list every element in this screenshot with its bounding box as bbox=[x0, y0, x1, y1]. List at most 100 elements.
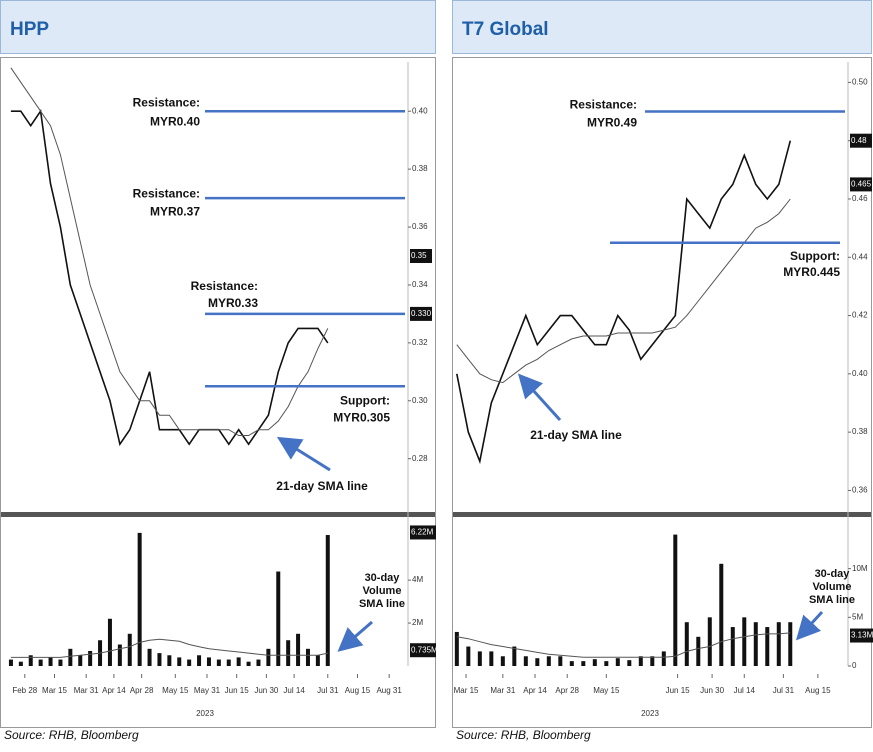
volume-bar bbox=[197, 655, 202, 666]
volume-bar bbox=[48, 657, 53, 666]
y-tick-label: 10M bbox=[852, 564, 868, 573]
volume-bar bbox=[500, 656, 505, 666]
x-tick-label: Jul 14 bbox=[283, 686, 305, 695]
panel-divider bbox=[1, 512, 435, 517]
volume-bar bbox=[638, 656, 643, 666]
volume-bar bbox=[765, 627, 770, 666]
volume-bar bbox=[88, 650, 93, 666]
volume-bar bbox=[684, 622, 689, 666]
volume-sma-line bbox=[10, 638, 328, 658]
panel-divider bbox=[453, 512, 871, 517]
volume-bar bbox=[305, 648, 310, 666]
volume-bar bbox=[512, 646, 517, 666]
volume-bar bbox=[661, 651, 666, 666]
y-tick-label: 0.28 bbox=[412, 454, 428, 463]
x-tick-label: Mar 15 bbox=[454, 686, 479, 695]
level-label: MYR0.49 bbox=[587, 116, 637, 130]
level-label: Resistance: bbox=[133, 95, 200, 109]
price-tag: 0.48 bbox=[851, 136, 867, 145]
price-tag-box bbox=[850, 133, 872, 148]
volume-bar bbox=[477, 651, 482, 666]
price-tag: 0.35 bbox=[411, 251, 427, 260]
volume-bar bbox=[788, 622, 793, 666]
volume-bar bbox=[117, 644, 122, 666]
volume-note: SMA line bbox=[809, 594, 855, 606]
volume-bar bbox=[742, 617, 747, 666]
level-label: Resistance: bbox=[191, 279, 258, 293]
volume-bar bbox=[8, 659, 13, 666]
volume-tag: 6.22M bbox=[411, 528, 434, 537]
volume-note: 30-day bbox=[815, 568, 851, 580]
volume-bar bbox=[177, 657, 182, 666]
volume-bar bbox=[107, 618, 112, 666]
volume-bar bbox=[627, 660, 632, 666]
volume-bar bbox=[454, 631, 459, 666]
level-label: MYR0.40 bbox=[150, 114, 200, 128]
volume-bar bbox=[167, 655, 172, 666]
chart-frame bbox=[0, 57, 436, 728]
volume-bar bbox=[489, 651, 494, 666]
y-tick-label: 0.42 bbox=[852, 311, 868, 320]
level-label: Resistance: bbox=[570, 98, 637, 112]
volume-bar bbox=[187, 659, 192, 666]
volume-tag-box bbox=[410, 525, 436, 540]
volume-note: Volume bbox=[813, 581, 852, 593]
volume-bar bbox=[696, 636, 701, 666]
volume-bar bbox=[466, 646, 471, 666]
y-tick-label: 2M bbox=[412, 618, 423, 627]
x-tick-label: Aug 15 bbox=[345, 686, 371, 695]
volume-note: Volume bbox=[363, 585, 402, 597]
volume-bar bbox=[523, 656, 528, 666]
y-tick-label: 0.36 bbox=[852, 486, 868, 495]
volume-bar bbox=[615, 658, 620, 666]
chart-title: HPP bbox=[10, 19, 49, 40]
x-tick-label: May 31 bbox=[194, 686, 221, 695]
arrow bbox=[517, 373, 562, 422]
x-tick-label: Aug 15 bbox=[805, 686, 831, 695]
y-tick-label: 0.44 bbox=[852, 252, 868, 261]
volume-bar bbox=[719, 563, 724, 666]
x-tick-label: Jul 31 bbox=[773, 686, 795, 695]
volume-bar bbox=[546, 656, 551, 666]
volume-bar bbox=[28, 655, 33, 666]
x-tick-label: Jul 14 bbox=[734, 686, 756, 695]
volume-bar bbox=[78, 655, 83, 666]
x-axis-label: 2023 bbox=[196, 709, 214, 718]
x-tick-label: Aug 31 bbox=[376, 686, 402, 695]
level-label: Resistance: bbox=[133, 186, 200, 200]
volume-bar bbox=[68, 648, 73, 666]
x-tick-label: Mar 31 bbox=[490, 686, 515, 695]
volume-bar bbox=[58, 659, 63, 666]
x-tick-label: Jul 31 bbox=[317, 686, 339, 695]
x-tick-label: May 15 bbox=[162, 686, 189, 695]
x-tick-label: May 15 bbox=[593, 686, 620, 695]
y-tick-label: 0.40 bbox=[852, 369, 868, 378]
x-tick-label: Jun 15 bbox=[225, 686, 250, 695]
volume-tag-box bbox=[410, 643, 436, 658]
y-tick-label: 0.30 bbox=[412, 396, 428, 405]
volume-bar bbox=[325, 535, 330, 666]
volume-bar bbox=[776, 622, 781, 666]
x-tick-label: Jun 15 bbox=[666, 686, 691, 695]
chart-title: T7 Global bbox=[462, 19, 549, 40]
price-line bbox=[456, 140, 792, 465]
volume-bar bbox=[236, 657, 241, 666]
volume-bar bbox=[147, 648, 152, 666]
level-label: MYR0.445 bbox=[783, 265, 840, 279]
volume-bar bbox=[730, 627, 735, 666]
volume-note: SMA line bbox=[359, 598, 405, 610]
volume-bar bbox=[286, 640, 291, 666]
x-tick-label: Apr 28 bbox=[555, 686, 579, 695]
level-label: MYR0.305 bbox=[333, 410, 390, 424]
volume-bar bbox=[127, 633, 132, 666]
level-label: Support: bbox=[340, 393, 390, 407]
level-label: MYR0.37 bbox=[150, 204, 200, 218]
volume-bar bbox=[753, 622, 758, 666]
x-tick-label: Mar 31 bbox=[74, 686, 99, 695]
arrow bbox=[276, 436, 331, 472]
volume-bar bbox=[246, 661, 251, 666]
x-tick-label: Apr 14 bbox=[102, 686, 126, 695]
price-tag: 0.330 bbox=[411, 309, 432, 318]
price-tag-box bbox=[850, 177, 872, 192]
volume-bar bbox=[266, 648, 271, 666]
